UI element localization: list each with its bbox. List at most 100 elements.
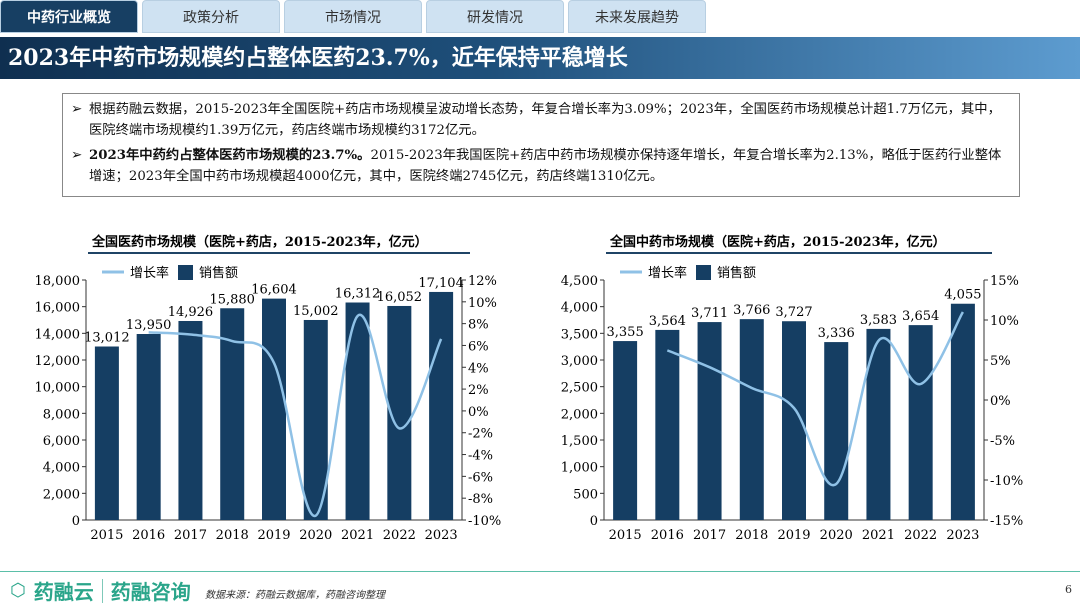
y2-tick-label: 2% <box>468 383 489 398</box>
y2-tick-label: 8% <box>468 318 489 333</box>
x-tick-label: 2016 <box>651 528 684 543</box>
y-tick-label: 18,000 <box>35 274 81 289</box>
x-tick-label: 2019 <box>777 528 810 543</box>
y2-tick-label: 10% <box>468 296 497 311</box>
bar-value-label: 3,564 <box>649 314 686 329</box>
logo-separator <box>101 578 103 603</box>
y-tick-label: 0 <box>72 514 80 529</box>
x-tick-label: 2016 <box>132 528 165 543</box>
y2-tick-label: 10% <box>990 314 1019 329</box>
x-tick-label: 2021 <box>341 528 374 543</box>
bar-value-label: 15,002 <box>293 304 339 319</box>
y-tick-label: 3,500 <box>561 327 598 342</box>
growth-rate-line <box>666 311 964 487</box>
legend-label-sales: 销售额 <box>717 265 756 281</box>
x-tick-label: 2018 <box>216 528 249 543</box>
y2-tick-label: -10% <box>468 514 501 529</box>
bullet-text: 根据药融云数据，2015-2023年全国医院+药店市场规模呈波动增长态势，年复合… <box>89 102 1001 138</box>
bar-value-label: 3,766 <box>733 303 770 318</box>
y2-tick-label: -4% <box>468 449 493 464</box>
logo-text-2: 药融咨询 <box>110 580 191 604</box>
logo-text-1: 药融云 <box>33 580 94 604</box>
x-tick-label: 2021 <box>862 528 895 543</box>
cloud-logo-icon: ⬡ <box>10 580 26 601</box>
tab-overview[interactable]: 中药行业概览 <box>0 0 138 33</box>
y2-tick-label: 15% <box>990 274 1019 289</box>
legend-label-growth: 增长率 <box>648 265 687 281</box>
data-source: 数据来源：药融云数据库，药融咨询整理 <box>205 590 385 601</box>
x-tick-label: 2023 <box>425 528 458 543</box>
y-tick-label: 8,000 <box>43 407 80 422</box>
y2-tick-label: -5% <box>990 434 1015 449</box>
tab-rd[interactable]: 研发情况 <box>426 0 564 33</box>
y-tick-label: 4,500 <box>561 274 598 289</box>
y-tick-label: 1,000 <box>561 461 598 476</box>
bar-value-label: 16,604 <box>251 283 297 298</box>
bar <box>429 291 454 520</box>
y-tick-label: 10,000 <box>35 381 81 396</box>
summary-box: ➢ 根据药融云数据，2015-2023年全国医院+药店市场规模呈波动增长态势，年复… <box>62 93 1020 197</box>
y2-tick-label: 12% <box>468 274 497 289</box>
bar-value-label: 16,312 <box>335 287 381 302</box>
page-number: 6 <box>1065 583 1072 596</box>
y-tick-label: 0 <box>590 514 598 529</box>
y2-tick-label: 5% <box>990 354 1011 369</box>
bar-value-label: 4,055 <box>944 288 981 303</box>
y2-tick-label: -8% <box>468 492 493 507</box>
y-tick-label: 2,000 <box>43 487 80 502</box>
x-tick-label: 2019 <box>257 528 290 543</box>
y2-tick-label: -2% <box>468 427 493 442</box>
bar <box>739 319 764 520</box>
y-tick-label: 2,500 <box>561 381 598 396</box>
x-tick-label: 2020 <box>820 528 853 543</box>
tab-market[interactable]: 市场情况 <box>284 0 422 33</box>
y-tick-label: 14,000 <box>35 327 81 342</box>
y2-tick-label: 6% <box>468 339 489 354</box>
y-tick-label: 12,000 <box>35 354 81 369</box>
bar-value-label: 16,052 <box>377 290 423 305</box>
x-tick-label: 2017 <box>174 528 207 543</box>
y2-tick-label: -6% <box>468 470 493 485</box>
bar-value-label: 3,355 <box>607 325 644 340</box>
bullet-2: ➢ 2023年中药约占整体医药市场规模的23.7%。2015-2023年我国医院+… <box>71 145 1011 187</box>
chart-title: 全国医药市场规模（医院+药店，2015-2023年，亿元） <box>91 234 428 250</box>
bar-value-label: 15,880 <box>209 292 255 307</box>
x-tick-label: 2020 <box>299 528 332 543</box>
y-tick-label: 2,000 <box>561 407 598 422</box>
x-tick-label: 2022 <box>904 528 937 543</box>
y-tick-label: 3,000 <box>561 354 598 369</box>
x-tick-label: 2022 <box>383 528 416 543</box>
logo: ⬡ 药融云 药融咨询 <box>10 576 191 605</box>
page-title: 2023年中药市场规模约占整体医药23.7%，近年保持平稳增长 <box>0 37 1080 79</box>
bar <box>345 302 370 520</box>
bar <box>262 298 286 520</box>
bar-value-label: 14,926 <box>168 305 214 320</box>
y-tick-label: 500 <box>573 487 598 502</box>
tab-policy[interactable]: 政策分析 <box>142 0 280 33</box>
tab-future[interactable]: 未来发展趋势 <box>568 0 706 33</box>
y-tick-label: 1,500 <box>561 434 598 449</box>
x-tick-label: 2023 <box>946 528 979 543</box>
y2-tick-label: 0% <box>468 405 489 420</box>
chart-title: 全国中药市场规模（医院+药店，2015-2023年，亿元） <box>609 234 946 250</box>
bar <box>94 346 119 520</box>
y2-tick-label: 4% <box>468 361 489 376</box>
bar <box>697 322 722 520</box>
bullet-text: 2015-2023年我国医院+药店中药市场规模亦保持逐年增长，年复合增长率为2.… <box>89 148 1002 184</box>
bar <box>178 320 203 520</box>
y-tick-label: 6,000 <box>43 434 80 449</box>
bar <box>655 329 680 520</box>
y-tick-label: 16,000 <box>35 301 81 316</box>
bullet-bold: 2023年中药约占整体医药市场规模的23.7%。 <box>89 148 371 163</box>
bar-value-label: 3,727 <box>775 305 812 320</box>
bar <box>950 303 975 520</box>
y-tick-label: 4,000 <box>43 461 80 476</box>
y2-tick-label: 0% <box>990 394 1011 409</box>
bar-value-label: 13,012 <box>84 331 130 346</box>
arrow-icon: ➢ <box>71 148 83 163</box>
bar <box>908 325 933 520</box>
legend-label-sales: 销售额 <box>199 265 238 281</box>
x-tick-label: 2018 <box>735 528 768 543</box>
bar-value-label: 3,654 <box>902 309 939 324</box>
legend-bar-swatch <box>178 265 193 280</box>
